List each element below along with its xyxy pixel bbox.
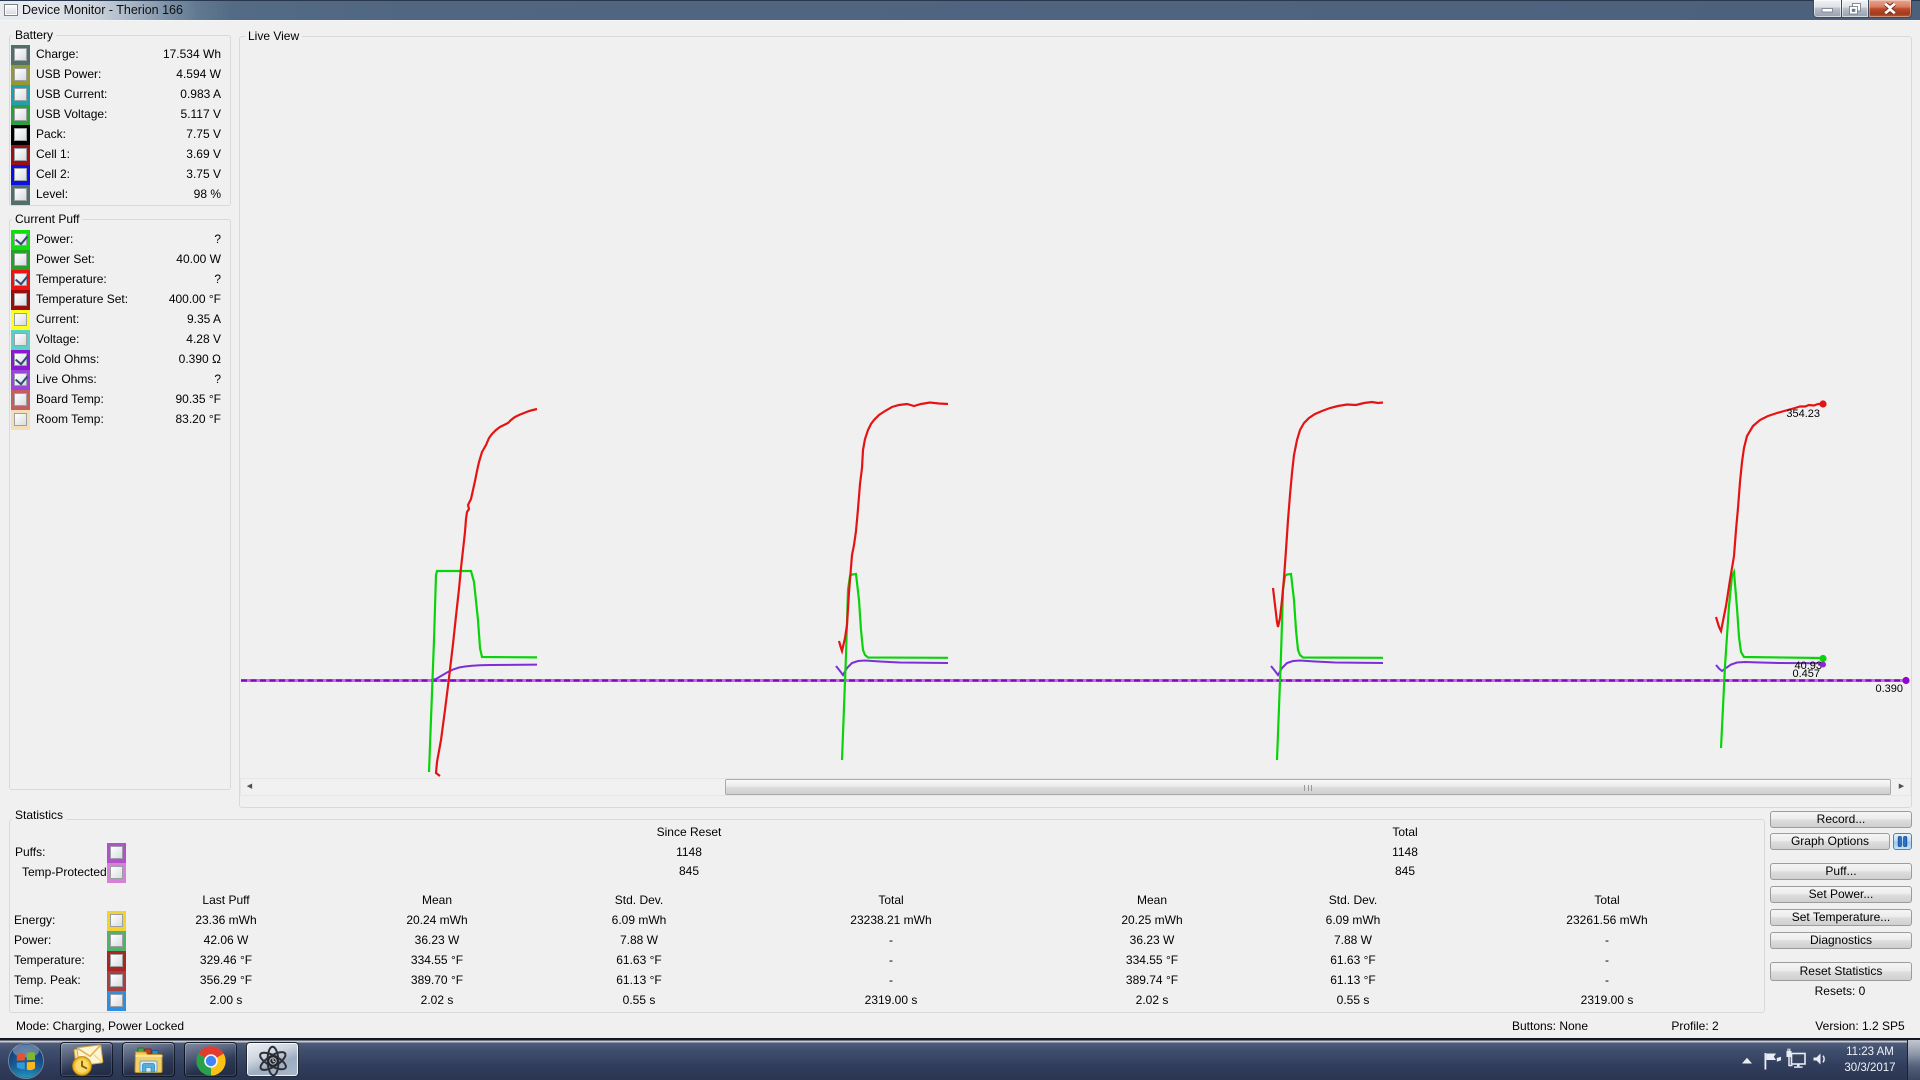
svg-text:0.390: 0.390 — [1875, 683, 1903, 695]
svg-text:0.457: 0.457 — [1792, 668, 1820, 680]
svg-text:40.93: 40.93 — [1794, 660, 1822, 672]
svg-text:354.23: 354.23 — [1786, 408, 1820, 420]
